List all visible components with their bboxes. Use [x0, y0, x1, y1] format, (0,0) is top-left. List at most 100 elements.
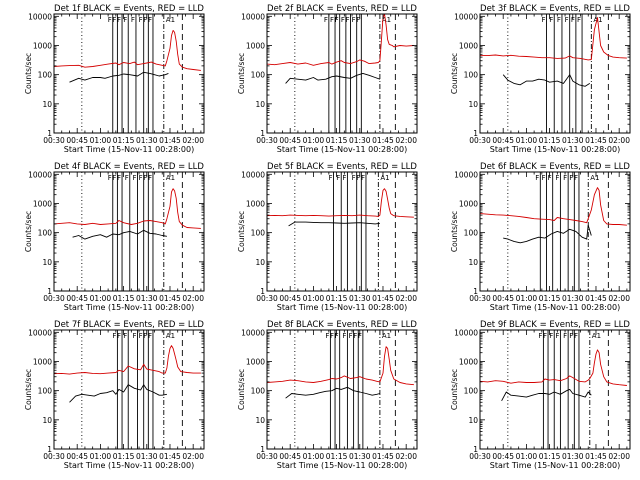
- y-tick-label: 10: [255, 416, 265, 425]
- flag-marker-label: F: [148, 174, 152, 182]
- y-tick-label: 1: [473, 445, 478, 454]
- flag-marker-label: F: [535, 174, 539, 182]
- x-tick-label: 01:15: [113, 136, 135, 145]
- y-axis-label: Counts/sec: [237, 369, 246, 410]
- x-tick-label: 02:00: [182, 136, 204, 145]
- x-tick-label: 00:45: [66, 452, 88, 461]
- x-tick-label: 01:45: [585, 452, 607, 461]
- flag-marker-label: F: [324, 16, 328, 24]
- x-tick-label: 01:15: [113, 452, 135, 461]
- x-tick-label: 01:00: [303, 452, 325, 461]
- flag-marker-label: F: [548, 174, 552, 182]
- x-axis-label: Start Time (15-Nov-11 00:28:00): [277, 303, 407, 312]
- y-tick-label: 1000: [459, 199, 478, 208]
- flag-marker-label: F: [112, 16, 116, 24]
- y-tick-label: 10: [468, 100, 478, 109]
- flag-marker-label: F: [132, 332, 136, 340]
- panel-title: Det 5f BLACK = Events, RED = LLD: [267, 162, 417, 172]
- y-tick-label: 1: [260, 287, 265, 296]
- panel-title: Det 7f BLACK = Events, RED = LLD: [54, 320, 204, 330]
- y-tick-label: 1000: [33, 41, 52, 50]
- y-axis-label: Counts/sec: [450, 369, 459, 410]
- y-tick-label: 10000: [28, 170, 52, 179]
- y-tick-label: 10000: [28, 328, 52, 337]
- x-tick-label: 01:30: [562, 452, 584, 461]
- x-tick-label: 00:45: [279, 136, 301, 145]
- flag-marker-label: F: [148, 332, 152, 340]
- x-axis-label: Start Time (15-Nov-11 00:28:00): [64, 145, 194, 154]
- y-axis-label: Counts/sec: [24, 53, 33, 94]
- flag-marker-label: F: [543, 332, 547, 340]
- x-tick-label: 01:00: [516, 452, 538, 461]
- flag-marker-label: F: [328, 174, 332, 182]
- flag-marker-label: F: [117, 16, 121, 24]
- y-tick-label: 1000: [246, 357, 265, 366]
- flag-marker-label: F: [139, 332, 143, 340]
- attenuator-label: A1: [382, 16, 391, 24]
- x-tick-label: 00:30: [469, 136, 491, 145]
- plot-area: F F F F F F A1: [267, 172, 414, 291]
- plot-area: F F F F F F F F A1: [54, 14, 201, 133]
- x-tick-label: 00:30: [256, 294, 278, 303]
- flag-marker-label: F: [555, 332, 559, 340]
- y-tick-label: 1000: [246, 41, 265, 50]
- x-tick-label: 01:30: [136, 136, 158, 145]
- flag-marker-label: F: [341, 16, 345, 24]
- flag-marker-label: F: [569, 174, 573, 182]
- attenuator-label: A1: [166, 332, 175, 340]
- y-tick-label: 10000: [241, 328, 265, 337]
- flag-marker-label: F: [335, 16, 339, 24]
- x-tick-label: 01:45: [372, 136, 394, 145]
- plot-frame: [53, 329, 205, 450]
- events-series-line: [69, 71, 169, 83]
- x-tick-label: 01:00: [90, 452, 112, 461]
- y-tick-label: 10: [42, 416, 52, 425]
- y-axis-label: Counts/sec: [450, 53, 459, 94]
- flag-marker-label: F: [565, 16, 569, 24]
- flag-marker-label: F: [336, 174, 340, 182]
- flag-marker-label: F: [148, 16, 152, 24]
- x-axis-label: Start Time (15-Nov-11 00:28:00): [277, 145, 407, 154]
- y-tick-label: 1000: [459, 41, 478, 50]
- x-tick-label: 02:00: [608, 452, 630, 461]
- flag-marker-label: F: [123, 16, 127, 24]
- y-tick-label: 100: [464, 387, 479, 396]
- x-tick-label: 01:30: [349, 136, 371, 145]
- plot-frame: [479, 13, 631, 134]
- y-tick-label: 100: [464, 229, 479, 238]
- x-tick-label: 02:00: [395, 136, 417, 145]
- flag-marker-label: F: [117, 332, 121, 340]
- x-tick-label: 01:30: [136, 452, 158, 461]
- flag-marker-label: F: [112, 174, 116, 182]
- x-tick-label: 00:45: [492, 294, 514, 303]
- plot-frame: [266, 171, 418, 292]
- y-tick-label: 100: [251, 229, 266, 238]
- flag-marker-label: F: [358, 332, 362, 340]
- x-tick-label: 00:45: [492, 452, 514, 461]
- flag-marker-label: F: [574, 174, 578, 182]
- events-series-line: [285, 72, 381, 84]
- attenuator-label: A1: [166, 16, 175, 24]
- flag-marker-label: F: [349, 332, 353, 340]
- x-tick-label: 00:30: [469, 294, 491, 303]
- plot-frame: [53, 171, 205, 292]
- x-tick-label: 01:45: [372, 294, 394, 303]
- x-tick-label: 01:45: [159, 452, 181, 461]
- flag-marker-label: F: [342, 174, 346, 182]
- flag-marker-label: F: [549, 332, 553, 340]
- flag-marker-label: F: [132, 174, 136, 182]
- lld-series-line: [480, 187, 627, 226]
- y-tick-label: 100: [38, 71, 53, 80]
- flag-marker-label: F: [549, 16, 553, 24]
- events-series-line: [501, 388, 592, 402]
- y-tick-label: 10: [255, 258, 265, 267]
- y-tick-label: 100: [251, 71, 266, 80]
- y-tick-label: 10: [42, 258, 52, 267]
- lld-series-line: [480, 17, 627, 61]
- flag-marker-label: F: [541, 174, 545, 182]
